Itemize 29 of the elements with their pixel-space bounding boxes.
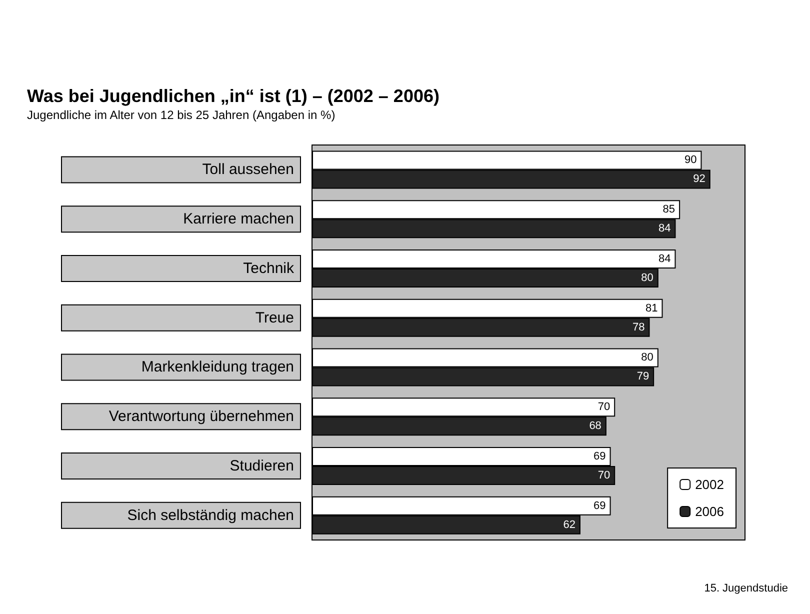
data-label: 80 [641, 272, 654, 284]
data-label: 90 [684, 154, 697, 166]
chart-title: Was bei Jugendlichen „in“ ist (1) – (2002 – 2006) [27, 86, 440, 106]
data-label: 70 [598, 401, 610, 414]
data-label: 78 [632, 321, 645, 334]
data-label: 69 [594, 500, 606, 512]
data-label: 92 [693, 173, 706, 186]
legend-label: 2006 [695, 504, 724, 519]
data-label: 79 [636, 370, 650, 383]
y-tick-label: Toll aussehen [202, 161, 294, 178]
data-label: 80 [641, 352, 654, 364]
data-label: 81 [645, 302, 658, 314]
text: 15. Jugendstudie [704, 582, 788, 594]
data-label: 85 [662, 204, 676, 216]
y-tick-label: Verantwortung übernehmen [108, 408, 294, 426]
text: Jugendliche im Alter von 12 bis 25 Jahren (Angaben in %) [27, 108, 336, 122]
legend-label: 2002 [695, 477, 724, 492]
y-tick-label: Technik [243, 260, 294, 277]
data-label: 84 [658, 252, 671, 265]
y-tick-label: Studieren [230, 457, 294, 474]
data-label: 70 [598, 469, 610, 482]
y-tick-label: Sich selbständig machen [127, 506, 294, 524]
y-tick-label: Markenkleidung tragen [141, 358, 294, 376]
data-label: 84 [658, 222, 671, 235]
data-label: 68 [589, 420, 602, 432]
y-tick-label: Treue [255, 309, 294, 326]
y-tick-label: Karriere machen [183, 210, 294, 228]
data-label: 69 [594, 450, 606, 462]
data-label: 62 [563, 518, 576, 531]
